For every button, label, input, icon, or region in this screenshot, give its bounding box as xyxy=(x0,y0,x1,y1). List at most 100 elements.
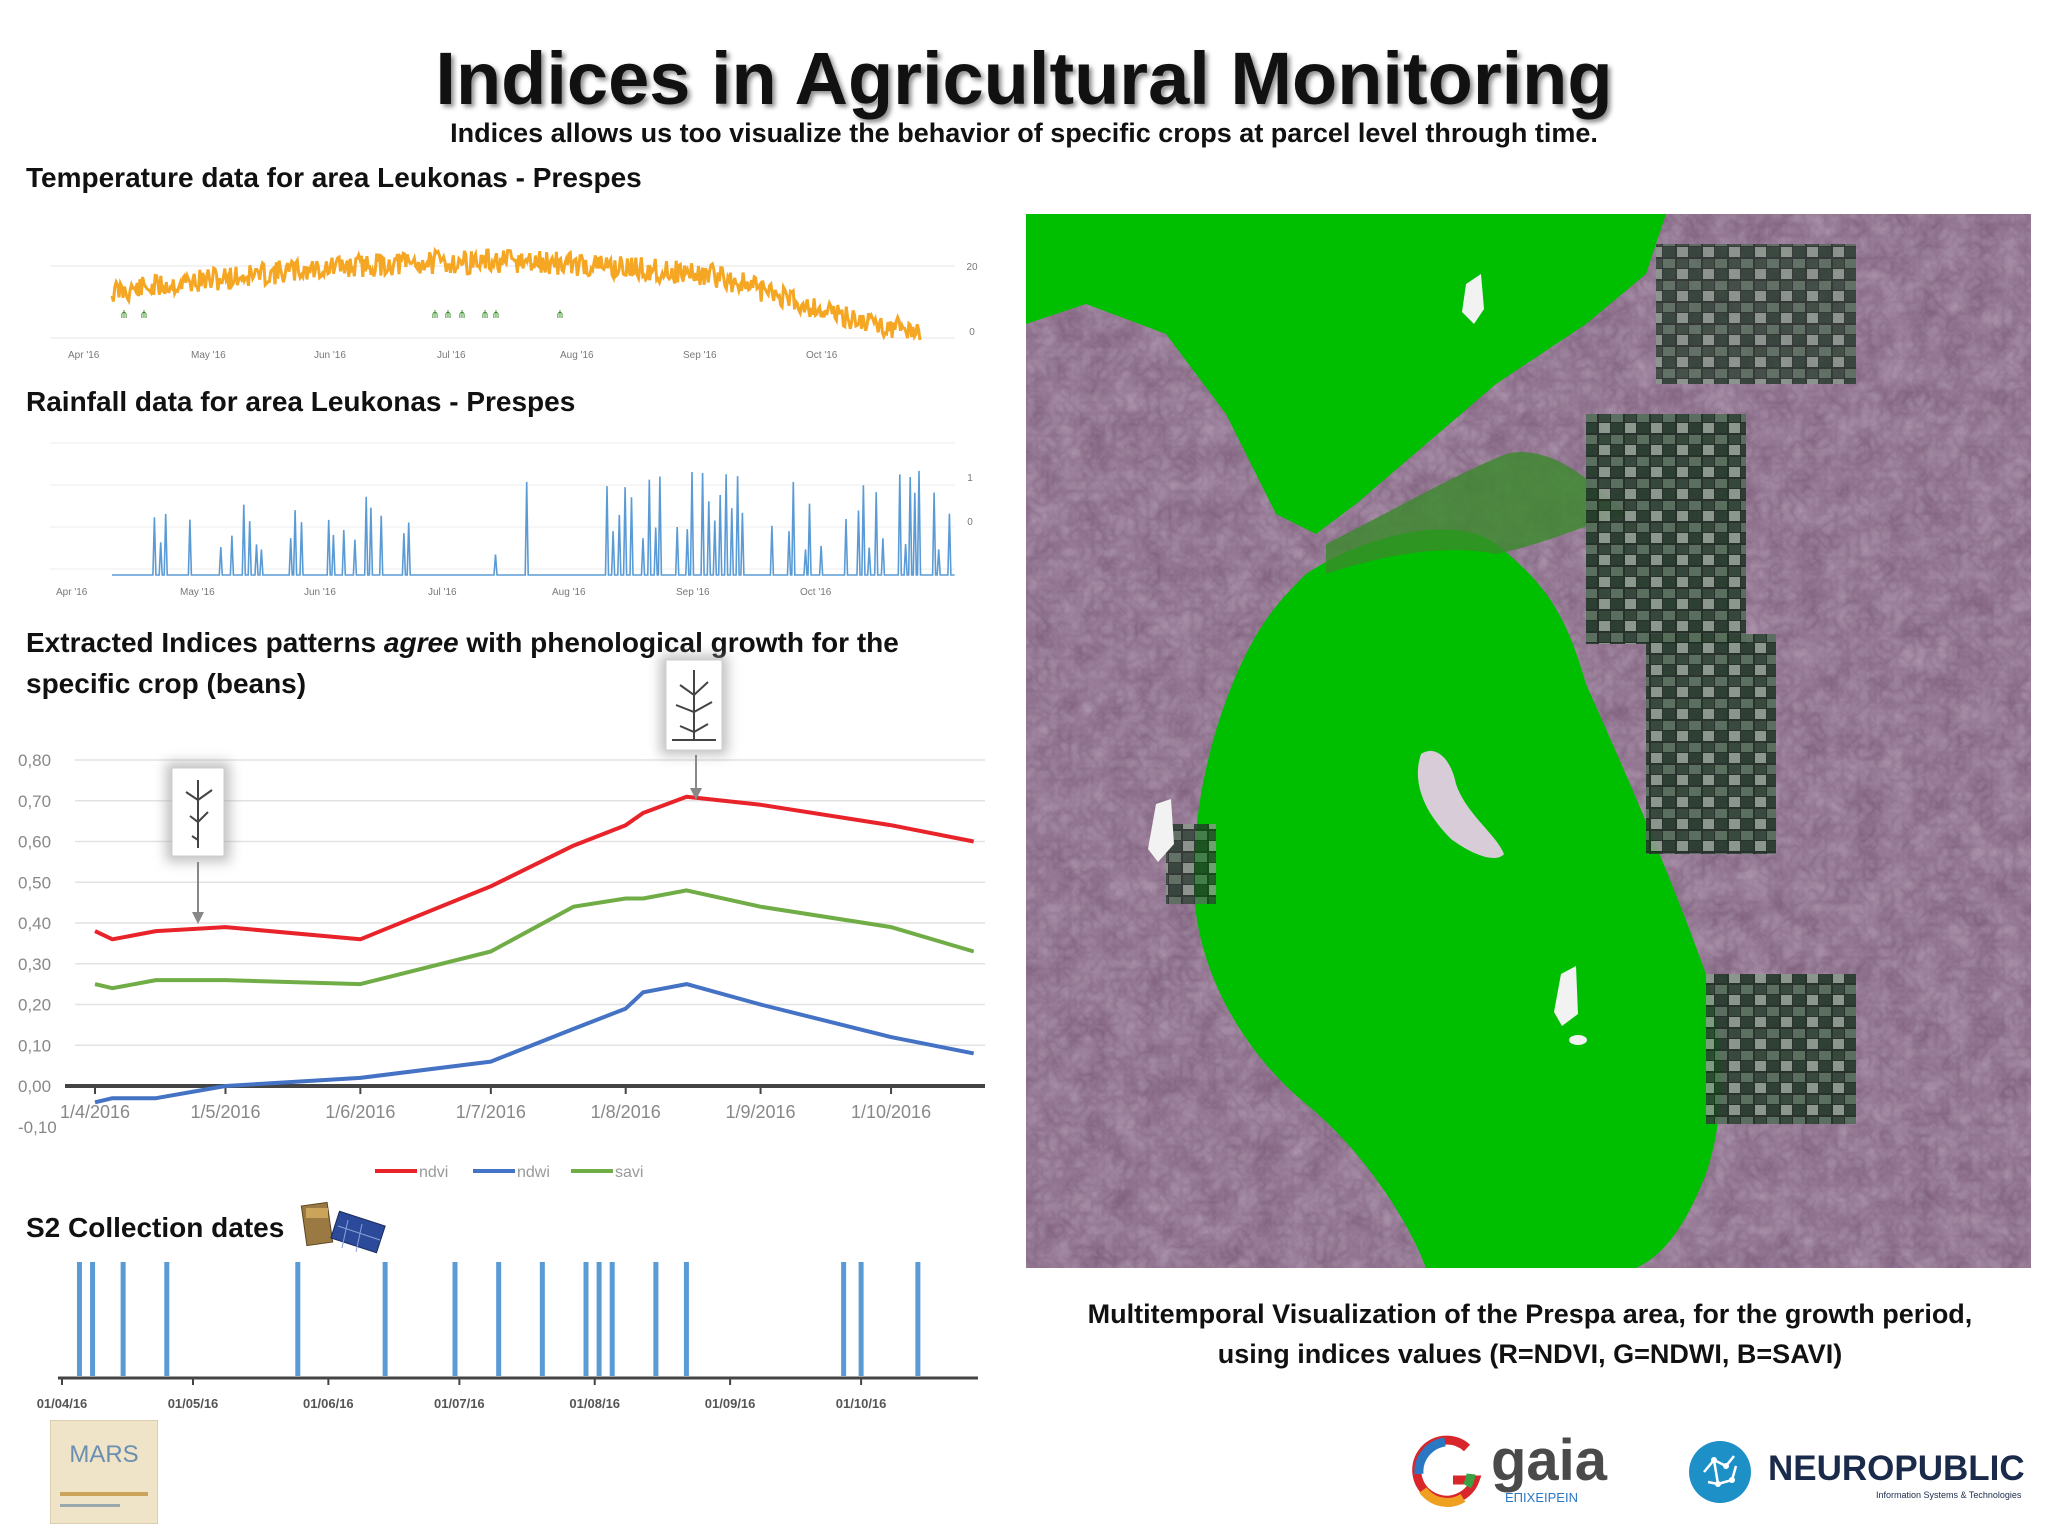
temperature-marker-1-2: ⋔ xyxy=(457,309,466,321)
indices-legend-label-savi: savi xyxy=(615,1164,643,1181)
temperature-x-tick-5: Sep '16 xyxy=(683,350,717,361)
indices-series-savi xyxy=(94,888,975,991)
seedling-illustration xyxy=(166,762,230,924)
map-caption-line1: Multitemporal Visualization of the Presp… xyxy=(1087,1299,1973,1329)
indices-x-tick-4: 1/8/2016 xyxy=(591,1102,661,1122)
s2-date-bar-13 xyxy=(683,1262,689,1376)
indices-x-tick-6: 1/10/2016 xyxy=(851,1102,931,1122)
page-subtitle: Indices allows us too visualize the beha… xyxy=(450,118,1598,148)
temperature-grid xyxy=(50,265,955,339)
s2-date-bar-16 xyxy=(915,1262,921,1376)
mars-logo-text: MARS xyxy=(69,1441,138,1468)
s2-date-bar-4 xyxy=(295,1262,301,1376)
s2-date-bar-8 xyxy=(539,1262,545,1376)
s2-date-bar-12 xyxy=(653,1262,659,1376)
indices-legend-label-ndvi: ndvi xyxy=(419,1164,448,1181)
temperature-marker-0-1: ⋔ xyxy=(139,309,148,321)
temperature-x-tick-1: May '16 xyxy=(191,350,226,361)
temperature-marker-1-0: ⋔ xyxy=(430,309,439,321)
mature-plant-illustration xyxy=(660,655,728,800)
s2-x-tick-3: 01/07/16 xyxy=(434,1396,485,1411)
temperature-marker-2-0: ⋔ xyxy=(480,309,489,321)
rainfall-line xyxy=(112,470,955,576)
s2-date-bar-6 xyxy=(452,1262,458,1376)
indices-series-ndvi xyxy=(94,794,975,942)
s2-date-bar-0 xyxy=(76,1262,82,1376)
temperature-chart: ⋔ ⋔ ⋔ ⋔ ⋔ ⋔ ⋔ ⋔ Apr '16 May '16 Jun '16 Jul '16 Aug… xyxy=(50,246,978,361)
temperature-x-tick-0: Apr '16 xyxy=(68,350,100,361)
indices-y-tick-2: 0,60 xyxy=(18,833,51,852)
indices-y-tick-8: 0,00 xyxy=(18,1077,51,1096)
indices-series xyxy=(94,794,975,1105)
temperature-marker-2-1: ⋔ xyxy=(491,309,500,321)
temperature-line xyxy=(110,246,922,342)
temperature-x-ticks: Apr '16 May '16 Jun '16 Jul '16 Aug '16 Sep '… xyxy=(68,350,838,361)
indices-chart: 0,80 0,70 0,60 0,50 0,40 0,30 0,20 0,10 0,00 -0,1… xyxy=(18,655,985,1181)
temperature-y-ticks: 20 0 xyxy=(966,262,978,338)
gaia-logo-text: gaia xyxy=(1491,1428,1608,1493)
temperature-marker-3-0: ⋔ xyxy=(555,309,564,321)
indices-y-ticks: 0,80 0,70 0,60 0,50 0,40 0,30 0,20 0,10 0,00 -0,1… xyxy=(18,751,57,1137)
temperature-x-tick-4: Aug '16 xyxy=(560,350,594,361)
s2-x-tick-4: 01/08/16 xyxy=(569,1396,620,1411)
s2-date-bar-10 xyxy=(596,1262,602,1376)
neuropublic-logo-subtext: Information Systems & Technologies xyxy=(1876,1490,2022,1500)
s2-date-bar-7 xyxy=(496,1262,502,1376)
s2-date-bar-5 xyxy=(382,1262,388,1376)
map-caption: Multitemporal Visualization of the Presp… xyxy=(1020,1294,2040,1374)
indices-legend: ndvi ndwi savi xyxy=(375,1164,643,1181)
rainfall-x-tick-1: May '16 xyxy=(180,587,215,598)
temperature-y-tick-0: 20 xyxy=(966,262,978,273)
indices-y-tick-1: 0,70 xyxy=(18,792,51,811)
temperature-x-tick-2: Jun '16 xyxy=(314,350,346,361)
rainfall-x-tick-6: Oct '16 xyxy=(800,587,832,598)
temperature-section-title: Temperature data for area Leukonas - Pre… xyxy=(26,162,642,193)
s2-dates-chart: 01/04/16 01/05/16 01/06/16 01/07/16 01/08/16… xyxy=(37,1262,978,1411)
indices-y-tick-9: -0,10 xyxy=(18,1118,57,1137)
neuropublic-logo-text: NEUROPUBLIC xyxy=(1768,1449,2025,1488)
indices-x-ticks: 1/4/2016 1/5/2016 1/6/2016 1/7/2016 1/8/2016… xyxy=(60,1086,931,1122)
indices-legend-label-ndwi: ndwi xyxy=(517,1164,550,1181)
gaia-logo: gaia ΕΠΙΧΕΙΡΕΙΝ xyxy=(1412,1428,1608,1507)
indices-title-emphasis: agree xyxy=(383,627,459,658)
s2-date-bars xyxy=(76,1262,921,1376)
gaia-logo-mark xyxy=(1412,1435,1482,1505)
rainfall-x-tick-0: Apr '16 xyxy=(56,587,88,598)
rainfall-y-tick-1: 0 xyxy=(967,517,973,528)
s2-date-bar-1 xyxy=(90,1262,96,1376)
indices-x-tick-3: 1/7/2016 xyxy=(456,1102,526,1122)
mars-conference-logo: MARS xyxy=(50,1420,158,1524)
s2-date-bar-3 xyxy=(164,1262,170,1376)
indices-title-pre: Extracted Indices patterns xyxy=(26,627,384,658)
rainfall-x-tick-2: Jun '16 xyxy=(304,587,336,598)
rainfall-grid xyxy=(50,442,955,570)
indices-x-tick-0: 1/4/2016 xyxy=(60,1102,130,1122)
rainfall-x-tick-3: Jul '16 xyxy=(428,587,457,598)
rainfall-x-tick-5: Sep '16 xyxy=(676,587,710,598)
page-title: Indices in Agricultural Monitoring xyxy=(435,37,1613,120)
indices-y-tick-7: 0,10 xyxy=(18,1036,51,1055)
rainfall-y-tick-0: 1 xyxy=(967,473,973,484)
indices-y-tick-4: 0,40 xyxy=(18,914,51,933)
indices-x-tick-2: 1/6/2016 xyxy=(325,1102,395,1122)
indices-y-tick-0: 0,80 xyxy=(18,751,51,770)
indices-y-tick-6: 0,20 xyxy=(18,996,51,1015)
rainfall-x-ticks: Apr '16 May '16 Jun '16 Jul '16 Aug '16 Sep '… xyxy=(56,587,832,598)
s2-date-bar-2 xyxy=(120,1262,126,1376)
s2-x-tick-0: 01/04/16 xyxy=(37,1396,88,1411)
indices-section-title: Extracted Indices patterns agree with ph… xyxy=(26,622,1006,704)
temperature-markers: ⋔ ⋔ ⋔ ⋔ ⋔ ⋔ ⋔ ⋔ xyxy=(119,309,564,321)
rainfall-y-ticks: 10 xyxy=(967,473,973,528)
gaia-logo-subtext: ΕΠΙΧΕΙΡΕΙΝ xyxy=(1505,1490,1578,1505)
temperature-marker-0-0: ⋔ xyxy=(119,309,128,321)
s2-x-tick-5: 01/09/16 xyxy=(705,1396,756,1411)
temperature-x-tick-3: Jul '16 xyxy=(437,350,466,361)
s2-x-tick-1: 01/05/16 xyxy=(168,1396,219,1411)
rainfall-x-tick-4: Aug '16 xyxy=(552,587,586,598)
rainfall-section-title: Rainfall data for area Leukonas - Prespe… xyxy=(26,386,576,417)
indices-title-post: with phenological growth for the specifi… xyxy=(26,627,899,699)
neuropublic-logo-mark xyxy=(1689,1441,1751,1503)
s2-date-bar-14 xyxy=(841,1262,847,1376)
temperature-marker-1-1: ⋔ xyxy=(443,309,452,321)
satellite-icon xyxy=(300,1201,386,1254)
